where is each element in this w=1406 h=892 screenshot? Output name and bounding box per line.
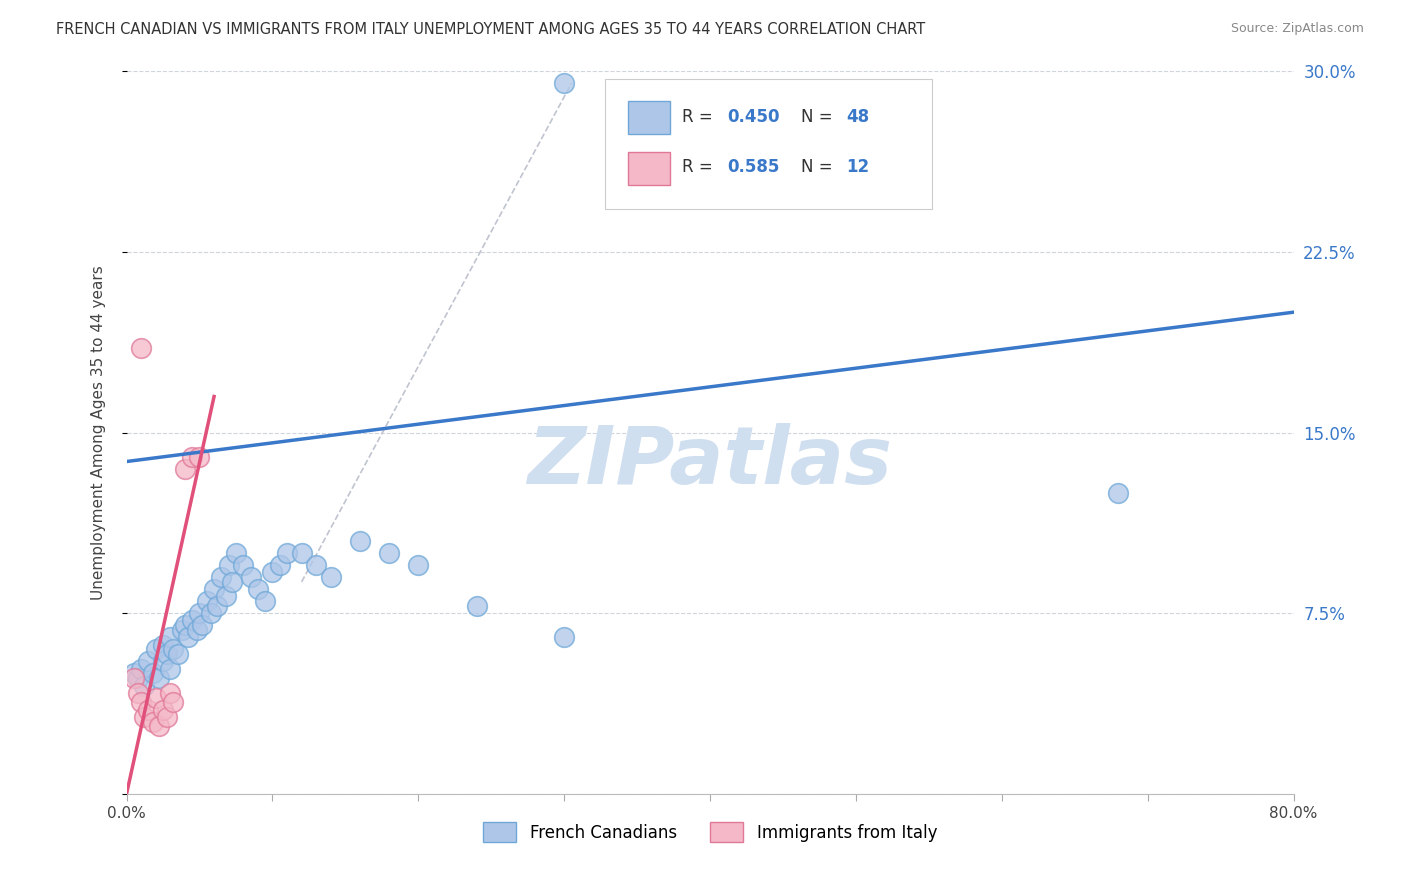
- Y-axis label: Unemployment Among Ages 35 to 44 years: Unemployment Among Ages 35 to 44 years: [91, 265, 105, 600]
- Point: [1108, 485, 1130, 500]
- Text: FRENCH CANADIAN VS IMMIGRANTS FROM ITALY UNEMPLOYMENT AMONG AGES 35 TO 44 YEARS : FRENCH CANADIAN VS IMMIGRANTS FROM ITALY…: [56, 22, 925, 37]
- Point: [166, 647, 188, 661]
- Point: [290, 546, 312, 560]
- Text: R =: R =: [682, 159, 718, 177]
- Point: [152, 655, 174, 669]
- Point: [174, 462, 197, 476]
- Point: [148, 719, 170, 733]
- Point: [232, 558, 254, 573]
- Point: [209, 570, 232, 584]
- Point: [174, 618, 197, 632]
- Text: N =: N =: [801, 159, 838, 177]
- Point: [156, 647, 179, 661]
- Point: [191, 618, 214, 632]
- Point: [378, 546, 401, 560]
- Point: [221, 574, 243, 589]
- Point: [239, 570, 262, 584]
- Point: [215, 590, 238, 604]
- Point: [202, 582, 225, 596]
- Point: [122, 666, 145, 681]
- Point: [129, 342, 152, 356]
- Point: [132, 678, 155, 692]
- Point: [305, 558, 328, 573]
- Point: [262, 566, 284, 580]
- Point: [465, 599, 488, 613]
- Point: [152, 638, 174, 652]
- Point: [246, 582, 269, 596]
- Point: [218, 558, 240, 573]
- Point: [129, 662, 152, 676]
- Point: [553, 630, 575, 644]
- Point: [162, 642, 184, 657]
- Point: [188, 450, 211, 464]
- Legend: French Canadians, Immigrants from Italy: French Canadians, Immigrants from Italy: [475, 814, 945, 851]
- Point: [132, 710, 155, 724]
- Point: [225, 546, 247, 560]
- Point: [186, 623, 208, 637]
- Point: [200, 607, 222, 621]
- Point: [145, 642, 167, 657]
- Point: [162, 695, 184, 709]
- Point: [195, 594, 218, 608]
- Point: [159, 686, 181, 700]
- Point: [127, 671, 149, 685]
- Text: ZIPatlas: ZIPatlas: [527, 423, 893, 500]
- Point: [205, 599, 228, 613]
- Point: [145, 690, 167, 705]
- Point: [159, 662, 181, 676]
- Point: [156, 710, 179, 724]
- Point: [254, 594, 277, 608]
- Point: [138, 703, 160, 717]
- Point: [122, 671, 145, 685]
- Point: [142, 714, 165, 729]
- Point: [159, 630, 181, 644]
- Point: [181, 450, 204, 464]
- Text: 0.450: 0.450: [727, 108, 780, 126]
- Point: [408, 558, 430, 573]
- Point: [181, 614, 204, 628]
- Point: [349, 533, 371, 548]
- Point: [148, 671, 170, 685]
- FancyBboxPatch shape: [628, 101, 671, 134]
- Point: [553, 77, 575, 91]
- Point: [138, 655, 160, 669]
- Point: [142, 666, 165, 681]
- Text: Source: ZipAtlas.com: Source: ZipAtlas.com: [1230, 22, 1364, 36]
- Point: [319, 570, 342, 584]
- Point: [276, 546, 298, 560]
- Point: [152, 703, 174, 717]
- Text: R =: R =: [682, 108, 718, 126]
- Text: 12: 12: [846, 159, 870, 177]
- Point: [129, 695, 152, 709]
- Point: [188, 607, 211, 621]
- Point: [177, 630, 200, 644]
- FancyBboxPatch shape: [628, 152, 671, 185]
- FancyBboxPatch shape: [605, 78, 932, 209]
- Text: N =: N =: [801, 108, 838, 126]
- Point: [269, 558, 291, 573]
- Point: [127, 686, 149, 700]
- Text: 0.585: 0.585: [727, 159, 780, 177]
- Text: 48: 48: [846, 108, 870, 126]
- Point: [170, 623, 193, 637]
